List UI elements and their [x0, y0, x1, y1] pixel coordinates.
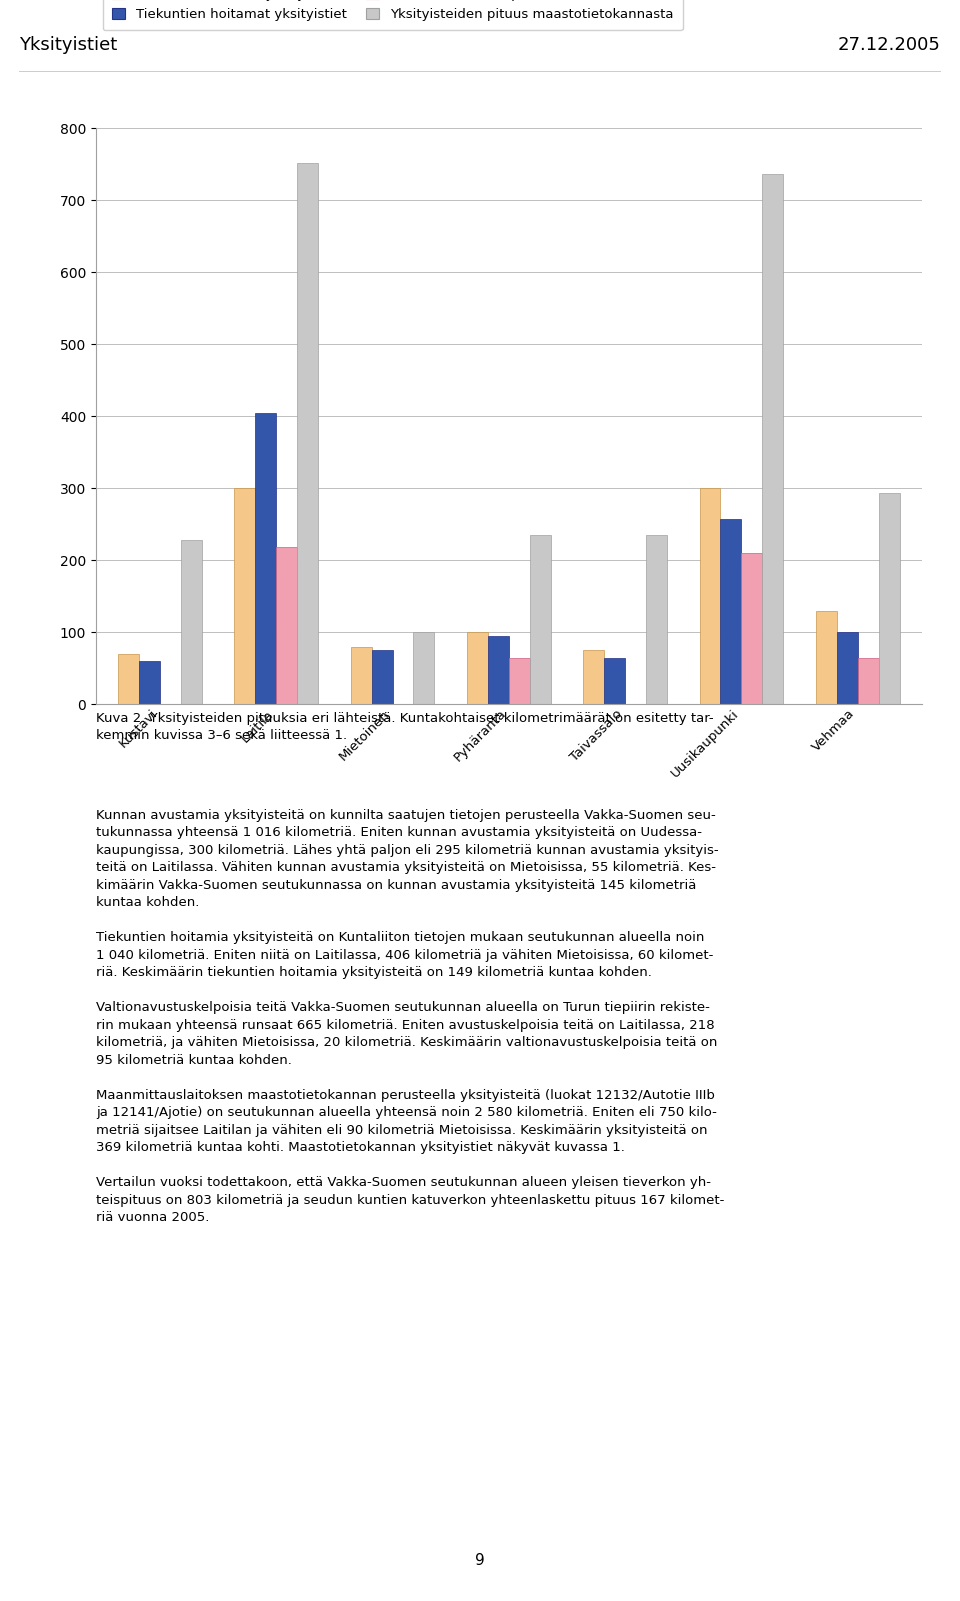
Bar: [878, 493, 900, 704]
Text: Kunnan avustamia yksityisteitä on kunnilta saatujen tietojen perusteella Vakka-S: Kunnan avustamia yksityisteitä on kunnil…: [96, 809, 725, 1225]
Text: Yksityistiet: Yksityistiet: [19, 35, 117, 54]
Bar: [700, 488, 720, 704]
Bar: [414, 632, 434, 704]
Text: 9: 9: [475, 1553, 485, 1569]
Bar: [762, 175, 783, 704]
Bar: [509, 658, 530, 704]
Bar: [646, 535, 667, 704]
Bar: [350, 647, 372, 704]
Bar: [837, 632, 857, 704]
Bar: [180, 540, 202, 704]
Legend: Kunnan avustamat yksityistiet, Tiekuntien hoitamat yksityistiet, Valtion avustus: Kunnan avustamat yksityistiet, Tiekuntie…: [103, 0, 683, 30]
Bar: [857, 658, 878, 704]
Bar: [255, 413, 276, 704]
Text: 27.12.2005: 27.12.2005: [838, 35, 941, 54]
Bar: [816, 610, 837, 704]
Bar: [372, 650, 393, 704]
Bar: [584, 650, 604, 704]
Bar: [234, 488, 255, 704]
Bar: [604, 658, 625, 704]
Text: Kuva 2. Yksityisteiden pituuksia eri lähteistä. Kuntakohtaiset kilometrimäärät o: Kuva 2. Yksityisteiden pituuksia eri läh…: [96, 712, 713, 743]
Bar: [276, 548, 298, 704]
Bar: [298, 163, 318, 704]
Bar: [488, 636, 509, 704]
Bar: [467, 632, 488, 704]
Bar: [720, 519, 741, 704]
Bar: [741, 552, 762, 704]
Bar: [139, 661, 160, 704]
Bar: [118, 653, 139, 704]
Bar: [530, 535, 551, 704]
